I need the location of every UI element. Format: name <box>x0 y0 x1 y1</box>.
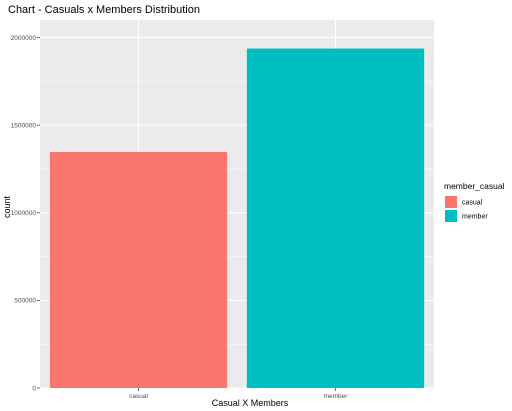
y-tick-label: 500000 <box>14 298 36 305</box>
x-tick-label: member <box>324 393 349 400</box>
bar-member <box>246 48 425 388</box>
y-axis: 0 500000 1000000 1500000 2000000 <box>11 35 40 392</box>
plot-panel <box>40 20 434 389</box>
legend-label: member <box>462 214 488 221</box>
y-tick-label: 1000000 <box>11 210 37 217</box>
y-tick-label: 0 <box>32 385 36 392</box>
legend: member_casual casual member <box>444 181 505 222</box>
y-axis-title: count <box>2 195 12 218</box>
legend-key-casual <box>445 196 457 208</box>
x-axis: casual member <box>129 388 348 400</box>
x-tick-label: casual <box>129 393 148 400</box>
y-tick-label: 1500000 <box>11 122 37 129</box>
bar-casual <box>49 151 228 388</box>
chart-title: Chart - Casuals x Members Distribution <box>8 4 200 16</box>
x-axis-title: Casual X Members <box>212 398 289 408</box>
legend-title: member_casual <box>444 181 505 191</box>
y-tick-label: 2000000 <box>11 35 37 42</box>
legend-label: casual <box>462 200 483 207</box>
legend-key-member <box>445 210 457 222</box>
